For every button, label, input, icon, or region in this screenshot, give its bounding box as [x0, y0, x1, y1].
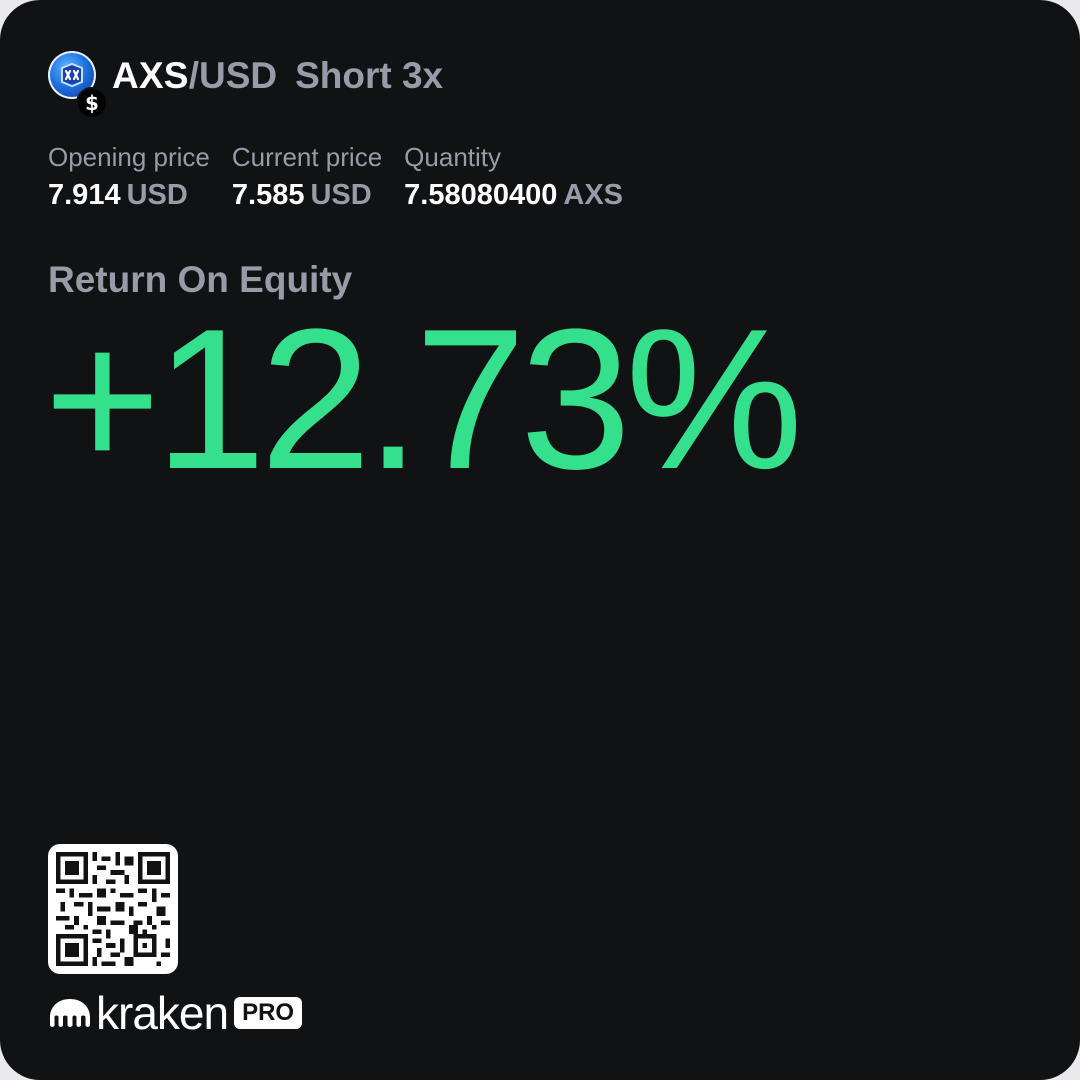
- stat-label: Current price: [231, 142, 383, 172]
- stat-quantity: Quantity 7.58080400 AXS: [404, 140, 623, 212]
- stat-number: 7.585: [231, 179, 305, 211]
- stat-unit: AXS: [563, 179, 624, 211]
- qr-code-icon[interactable]: [48, 844, 178, 974]
- stat-opening-price: Opening price 7.914 USD: [48, 140, 210, 212]
- stat-value: 7.58080400 AXS: [404, 178, 623, 212]
- brand-pro-badge: PRO: [234, 997, 303, 1029]
- kraken-logo-icon: [50, 999, 90, 1027]
- roe-label: Return On Equity: [48, 259, 353, 300]
- kraken-pro-logo: kraken PRO: [48, 987, 303, 1039]
- coin-avatar: $: [48, 51, 108, 119]
- stat-label: Opening price: [48, 142, 210, 172]
- stat-value: 7.585 USD: [232, 178, 382, 212]
- stat-number: 7.58080400: [404, 179, 558, 211]
- stat-unit: USD: [310, 179, 372, 211]
- header: $ AXS /USD Short 3x: [48, 46, 444, 119]
- brand-name: kraken: [96, 987, 229, 1039]
- stat-unit: USD: [126, 179, 188, 211]
- trade-stats: Opening price 7.914 USD Current price 7.5…: [48, 140, 645, 212]
- stat-value: 7.914 USD: [48, 178, 210, 212]
- pair-base-asset: AXS: [112, 55, 189, 96]
- pair-quote-asset: /USD: [188, 55, 278, 96]
- dollar-badge-icon: $: [76, 87, 108, 119]
- stat-number: 7.914: [48, 179, 121, 211]
- position-label: Short 3x: [295, 55, 444, 96]
- stat-current-price: Current price 7.585 USD: [232, 140, 382, 212]
- axs-coin-icon: [48, 51, 96, 99]
- stat-label: Quantity: [404, 142, 501, 172]
- roe-value: +12.73%: [44, 288, 803, 511]
